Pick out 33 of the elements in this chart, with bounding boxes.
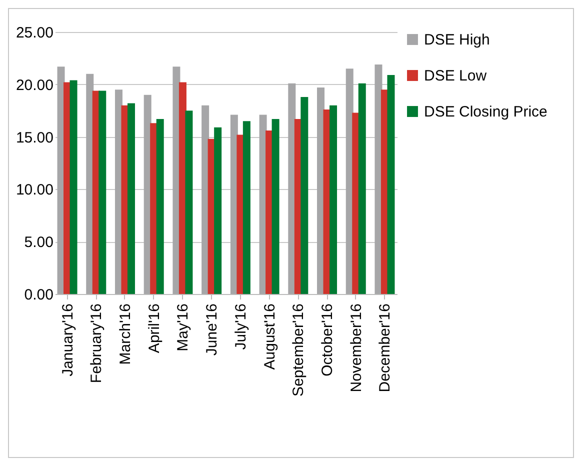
bar <box>272 118 280 294</box>
x-tick-label: March'16 <box>116 304 134 365</box>
y-tick-label: 10.00 <box>16 182 54 199</box>
x-tick-label: May'16 <box>174 304 192 352</box>
legend-label: DSE Closing Price <box>424 104 548 120</box>
bar <box>242 121 250 294</box>
y-tick-label: 15.00 <box>16 129 54 146</box>
bar <box>300 96 308 294</box>
x-tick-label: April'16 <box>146 304 163 354</box>
legend-label: DSE Low <box>424 68 487 84</box>
bar <box>358 83 366 294</box>
bar <box>214 127 222 294</box>
x-tick-label: November'16 <box>348 304 365 392</box>
x-tick-label: February'16 <box>88 304 106 384</box>
y-tick-label: 20.00 <box>16 76 54 94</box>
bar <box>127 103 135 294</box>
bar <box>330 105 338 294</box>
x-tick-label: December'16 <box>376 304 394 392</box>
y-tick-label: 25.00 <box>16 24 54 42</box>
x-tick-label: September'16 <box>290 304 308 396</box>
bar <box>156 118 164 294</box>
y-tick-label: 5.00 <box>24 234 54 252</box>
x-tick-label: October'16 <box>319 304 336 376</box>
x-tick-label: August'16 <box>261 304 278 370</box>
x-tick-label: June'16 <box>204 304 221 356</box>
legend-label: DSE High <box>424 32 490 48</box>
y-tick-label: 0.00 <box>24 286 54 304</box>
bar <box>70 80 78 294</box>
x-tick-label: January'16 <box>59 304 76 376</box>
bar <box>185 110 193 294</box>
bar <box>387 74 395 294</box>
bar <box>98 90 106 294</box>
x-tick-label: July'16 <box>232 304 250 350</box>
